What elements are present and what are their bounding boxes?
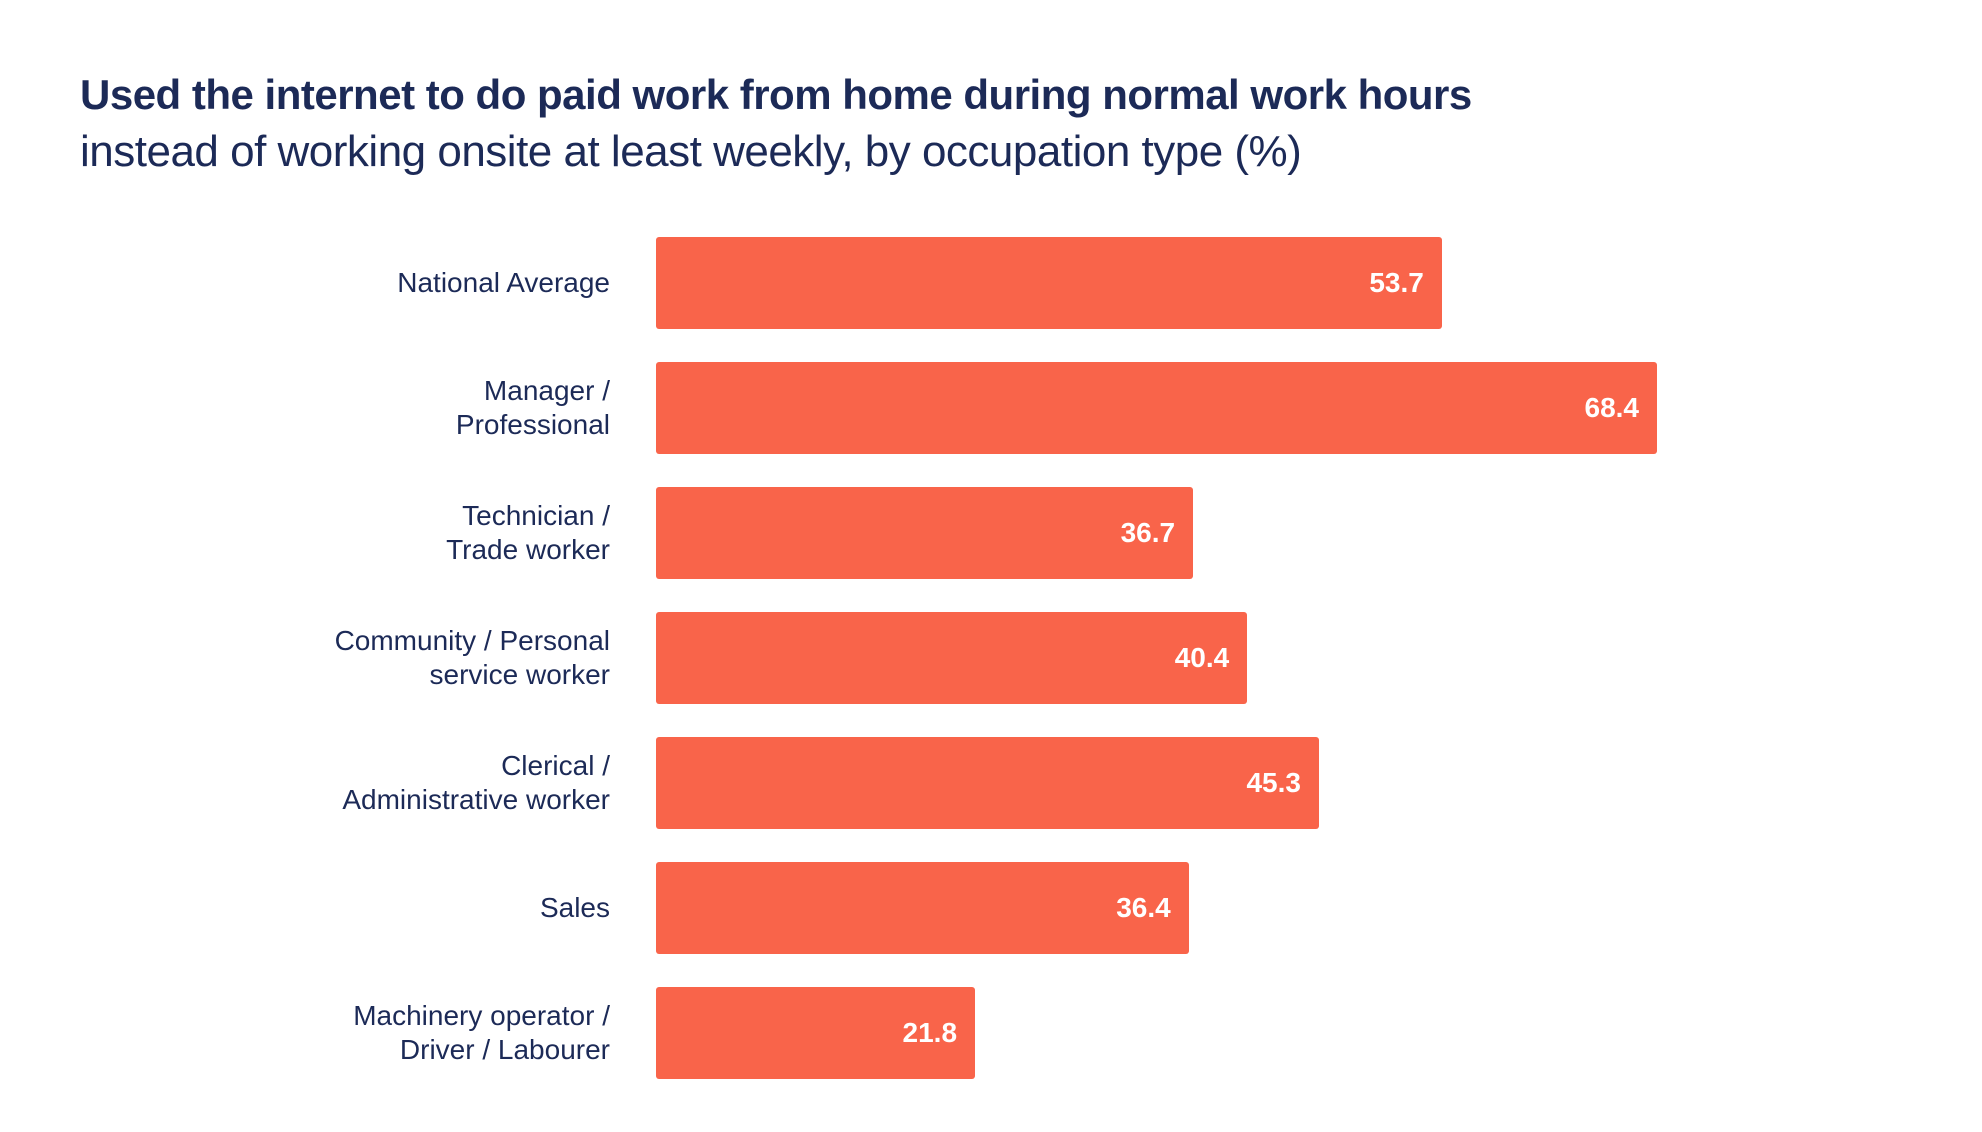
- bar: 21.8: [656, 987, 976, 1079]
- category-label: Sales: [539, 892, 610, 923]
- category-label: Community / Personal service worker: [334, 625, 610, 690]
- bar: 36.4: [656, 862, 1189, 954]
- bar: 40.4: [656, 612, 1248, 704]
- value-label: 21.8: [902, 1017, 958, 1048]
- category-label: Clerical / Administrative worker: [342, 750, 610, 815]
- value-label: 40.4: [1174, 642, 1230, 673]
- chart-subtitle: instead of working onsite at least weekl…: [80, 127, 1302, 176]
- value-label: 53.7: [1369, 267, 1424, 298]
- category-label: Technician / Trade worker: [446, 500, 610, 565]
- category-label: Manager / Professional: [455, 375, 610, 440]
- category-label: National Average: [397, 267, 610, 298]
- value-label: 36.7: [1120, 517, 1176, 548]
- bar: 36.7: [656, 487, 1194, 579]
- bar: 53.7: [656, 237, 1442, 329]
- category-label: Machinery operator / Driver / Labourer: [353, 1000, 610, 1065]
- value-label: 68.4: [1584, 392, 1640, 423]
- chart-title: Used the internet to do paid work from h…: [80, 71, 1472, 118]
- bar: 68.4: [656, 362, 1657, 454]
- value-label: 36.4: [1116, 892, 1171, 923]
- bar: 45.3: [656, 737, 1319, 829]
- value-label: 45.3: [1246, 767, 1301, 798]
